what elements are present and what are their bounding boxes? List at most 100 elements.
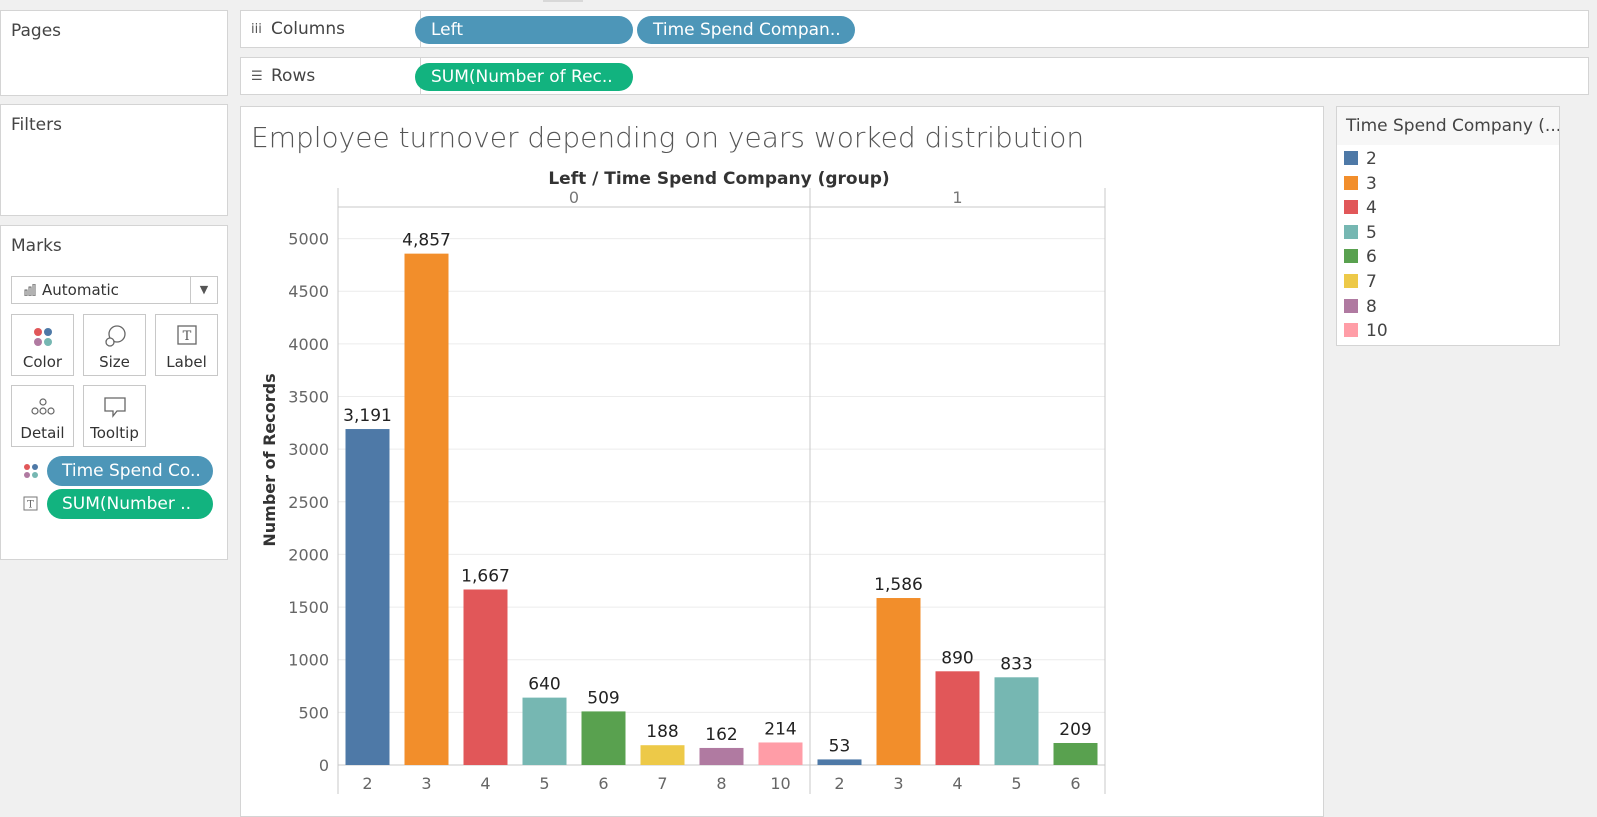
legend-swatch: [1344, 151, 1358, 165]
x-tick-label: 6: [1070, 774, 1080, 793]
legend-item[interactable]: 2: [1344, 149, 1377, 173]
rows-shelf-label: ☰ Rows: [241, 58, 421, 94]
legend-item-label: 2: [1366, 149, 1377, 169]
tooltip-button[interactable]: Tooltip: [83, 385, 146, 447]
y-tick-label: 3000: [288, 440, 329, 459]
tooltip-button-label: Tooltip: [90, 424, 139, 442]
mark-type-value: Automatic: [42, 281, 119, 299]
x-tick-label: 3: [421, 774, 431, 793]
legend-item[interactable]: 8: [1344, 297, 1377, 321]
y-tick-label: 5000: [288, 230, 329, 249]
legend-title[interactable]: Time Spend Company (...: [1337, 107, 1559, 145]
data-label: 3,191: [343, 406, 392, 426]
y-axis-label: Number of Records: [260, 373, 279, 546]
columns-pill-left[interactable]: Left: [415, 16, 633, 44]
legend-item-label: 7: [1366, 272, 1377, 292]
filters-card[interactable]: Filters: [0, 104, 228, 216]
chevron-down-icon[interactable]: ▼: [190, 277, 217, 303]
pages-card[interactable]: Pages: [0, 10, 228, 96]
columns-shelf-label: iii Columns: [241, 11, 421, 47]
filters-title: Filters: [11, 115, 62, 135]
data-label: 1,586: [874, 575, 923, 595]
legend-swatch: [1344, 200, 1358, 215]
bar: [935, 671, 980, 765]
label-button-label: Label: [166, 353, 207, 371]
bar: [345, 429, 390, 765]
legend-item[interactable]: 3: [1344, 174, 1377, 198]
color-icon: [33, 328, 52, 346]
legend-item[interactable]: 10: [1344, 321, 1388, 345]
data-label: 833: [1000, 654, 1032, 674]
legend-swatch: [1344, 224, 1358, 239]
data-label: 1,667: [461, 566, 510, 586]
column-header-title: Left / Time Spend Company (group): [548, 169, 889, 189]
legend-swatch: [1344, 274, 1358, 288]
y-tick-label: 4000: [288, 335, 329, 354]
legend-item[interactable]: 5: [1344, 223, 1377, 247]
data-label: 209: [1059, 720, 1091, 740]
data-label: 640: [528, 675, 560, 695]
marks-pill-time-spend[interactable]: Time Spend Co..: [47, 456, 213, 486]
size-button[interactable]: Size: [83, 314, 146, 376]
bar: [640, 745, 685, 765]
bar: [463, 589, 508, 765]
y-tick-label: 1000: [288, 651, 329, 670]
text-label-icon: T: [176, 325, 197, 345]
bar: [522, 697, 567, 765]
legend-item-label: 5: [1366, 222, 1377, 243]
data-label: 4,857: [402, 231, 451, 251]
detail-button-label: Detail: [20, 424, 65, 442]
size-button-label: Size: [99, 353, 130, 371]
legend-item[interactable]: 7: [1344, 272, 1377, 296]
mark-type-dropdown[interactable]: Automatic ▼: [11, 276, 218, 304]
columns-label: Columns: [271, 19, 345, 39]
bar: [581, 711, 626, 765]
color-button[interactable]: Color: [11, 314, 74, 376]
columns-shelf[interactable]: iii Columns Left Time Spend Compan..: [240, 10, 1589, 48]
x-tick-label: 3: [893, 774, 903, 793]
marks-card: Marks Automatic ▼ Color Size T Label: [0, 225, 228, 560]
legend-item-label: 3: [1366, 173, 1377, 194]
columns-pill-time-spend[interactable]: Time Spend Compan..: [637, 16, 855, 44]
bar: [876, 598, 921, 765]
x-tick-label: 7: [657, 774, 667, 793]
text-label-icon: T: [23, 496, 38, 511]
legend-swatch: [1344, 249, 1358, 264]
bar: [404, 253, 449, 765]
data-label: 162: [705, 725, 737, 745]
x-tick-label: 10: [770, 774, 790, 793]
bar: [758, 742, 803, 765]
legend-item-label: 4: [1366, 198, 1377, 219]
chart-title: Employee turnover depending on years wor…: [251, 121, 1085, 154]
x-tick-label: 4: [480, 774, 490, 793]
legend-swatch: [1344, 175, 1358, 190]
y-tick-label: 0: [319, 756, 329, 775]
label-button[interactable]: T Label: [155, 314, 218, 376]
pane-header-label: 0: [569, 188, 579, 207]
legend-item[interactable]: 6: [1344, 247, 1377, 271]
window-handle: [543, 0, 583, 2]
data-label: 188: [646, 722, 678, 742]
bar: [1053, 742, 1098, 765]
pane-header-label: 1: [952, 188, 962, 207]
x-tick-label: 8: [716, 774, 726, 793]
marks-pill-sum-number[interactable]: SUM(Number ..: [47, 489, 213, 519]
y-tick-label: 1500: [288, 598, 329, 617]
rows-pill-sum-records[interactable]: SUM(Number of Rec..: [415, 63, 633, 91]
data-label: 214: [764, 719, 796, 739]
legend-item-label: 10: [1366, 321, 1388, 342]
color-button-label: Color: [22, 353, 63, 371]
marks-title: Marks: [11, 236, 62, 256]
x-tick-label: 4: [952, 774, 962, 793]
columns-icon: iii: [251, 21, 262, 37]
rows-shelf[interactable]: ☰ Rows SUM(Number of Rec..: [240, 57, 1589, 95]
legend-item-label: 6: [1366, 247, 1377, 268]
color-legend: Time Spend Company (... 2 3 4 5 6 7 8 10: [1336, 106, 1560, 346]
svg-text:T: T: [182, 329, 191, 344]
y-tick-label: 2000: [288, 545, 329, 564]
legend-item[interactable]: 4: [1344, 198, 1377, 222]
pages-title: Pages: [11, 21, 62, 41]
y-tick-label: 2500: [288, 493, 329, 512]
detail-button[interactable]: Detail: [11, 385, 74, 447]
y-tick-label: 3500: [288, 388, 329, 407]
